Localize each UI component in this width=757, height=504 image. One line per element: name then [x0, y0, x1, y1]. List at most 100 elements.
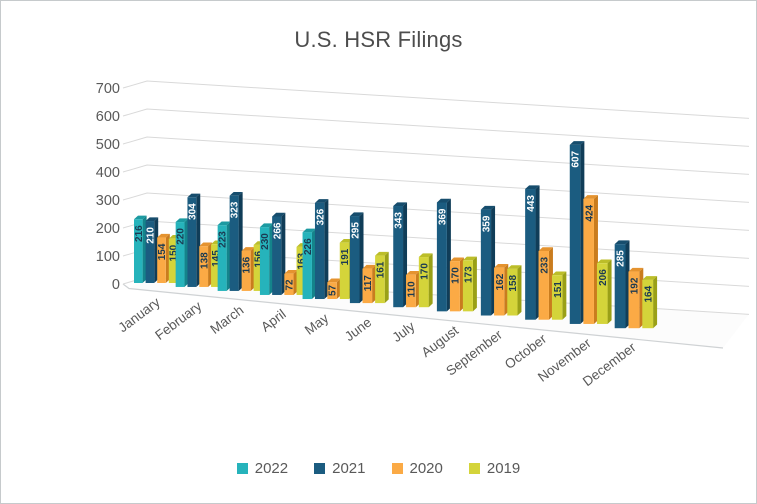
bar-value-label: 369 — [437, 208, 448, 225]
bar-2019-July — [418, 257, 429, 308]
legend-label: 2022 — [254, 460, 289, 477]
bar-2020-December — [628, 271, 640, 329]
x-axis-category-label: July — [389, 318, 417, 345]
legend-swatch — [391, 463, 403, 474]
x-axis-category-label: March — [207, 302, 246, 337]
bar-top-face — [538, 247, 553, 251]
bar-value-label: 220 — [176, 228, 187, 245]
bar-top-face — [134, 215, 147, 220]
bar-value-label: 151 — [553, 281, 564, 298]
legend-item-2019: 2019 — [468, 460, 520, 477]
bar-top-face — [272, 212, 286, 217]
bar-top-face — [406, 271, 420, 275]
bar-top-face — [462, 256, 477, 261]
bar-value-label: 443 — [526, 195, 537, 212]
bar-top-face — [327, 278, 341, 283]
bar-value-label: 230 — [260, 233, 271, 250]
bar-value-label: 304 — [187, 203, 198, 220]
bar-value-label: 295 — [350, 222, 361, 239]
x-axis-category-label: April — [258, 306, 289, 334]
bar-2019-April — [296, 246, 306, 295]
bar-2021-July — [393, 206, 404, 308]
bar-value-label: 424 — [584, 204, 595, 221]
bar-value-label: 156 — [254, 251, 265, 268]
bar-2019-November — [596, 263, 608, 324]
bar-2019-December — [642, 279, 654, 329]
bar-value-label: 226 — [303, 238, 314, 255]
bar-top-face — [436, 198, 451, 203]
bar-top-face — [494, 264, 509, 268]
bar-2021-September — [480, 209, 492, 316]
bar-2022-May — [302, 232, 312, 300]
bar-value-label: 607 — [571, 150, 582, 167]
legend-label: 2021 — [332, 460, 366, 477]
bar-value-label: 72 — [285, 279, 296, 291]
bar-top-face — [229, 191, 243, 196]
bar-value-label: 285 — [616, 250, 627, 267]
legend-item-2020: 2020 — [391, 460, 443, 477]
bar-top-face — [583, 195, 598, 199]
bar-top-face — [349, 212, 364, 217]
bar-value-label: 117 — [363, 275, 374, 292]
bar-top-face — [507, 265, 522, 269]
bar-2021-August — [436, 202, 447, 312]
bar-top-face — [145, 217, 159, 222]
y-axis-tick-label: 300 — [96, 193, 120, 209]
legend-item-2022: 2022 — [236, 460, 289, 477]
y-axis-tick-label: 100 — [96, 249, 120, 265]
bar-value-label: 170 — [419, 263, 430, 280]
bar-value-label: 223 — [218, 231, 229, 248]
bar-top-face — [642, 276, 658, 280]
bar-2021-June — [349, 216, 360, 304]
bar-2020-January — [157, 237, 166, 283]
bar-top-face — [551, 271, 567, 276]
bar-2021-January — [145, 221, 155, 283]
bar-value-label: 136 — [242, 256, 253, 273]
bar-2020-September — [494, 267, 505, 316]
y-axis-tick-label: 500 — [96, 137, 120, 153]
bar-value-label: 266 — [272, 222, 283, 239]
legend-item-2021: 2021 — [314, 460, 366, 477]
bar-value-label: 191 — [340, 248, 351, 265]
bar-2019-September — [507, 268, 518, 316]
bar-top-face — [418, 253, 433, 258]
bar-value-label: 170 — [450, 267, 461, 284]
bar-value-label: 323 — [230, 201, 241, 218]
bar-2019-January — [168, 238, 178, 283]
bar-side-face — [324, 199, 329, 300]
bar-value-label: 110 — [407, 281, 418, 298]
bar-value-label: 150 — [169, 244, 180, 261]
bar-value-label: 216 — [134, 225, 145, 242]
bar-value-label: 162 — [495, 273, 506, 290]
bar-side-face — [428, 253, 433, 308]
bar-top-face — [628, 267, 644, 272]
bar-2020-March — [241, 250, 251, 291]
y-axis-tick-label: 0 — [112, 277, 120, 293]
bar-top-face — [525, 185, 540, 190]
bar-2021-November — [569, 144, 581, 324]
bar-side-face — [517, 265, 522, 316]
bar-value-label: 57 — [328, 284, 339, 296]
bar-value-label: 359 — [482, 215, 493, 232]
bar-side-face — [653, 276, 658, 329]
bar-top-face — [217, 221, 231, 226]
bar-2020-October — [538, 250, 549, 320]
bar-2019-May — [339, 242, 350, 300]
bar-value-label: 192 — [629, 277, 640, 294]
bar-top-face — [314, 199, 329, 203]
bar-top-face — [302, 228, 316, 233]
bar-top-face — [157, 233, 170, 238]
chart-title: U.S. HSR Filings — [294, 27, 463, 52]
bar-2020-May — [327, 282, 337, 300]
bar-top-face — [339, 238, 354, 243]
x-axis-category-label: October — [502, 331, 550, 372]
bar-2022-January — [134, 219, 143, 283]
bar-2022-April — [259, 227, 270, 295]
legend-label: 2020 — [409, 460, 443, 477]
bar-top-face — [362, 264, 377, 269]
bar-2019-February — [211, 244, 220, 287]
bar-value-label: 161 — [376, 261, 387, 278]
bar-value-label: 210 — [146, 227, 157, 244]
